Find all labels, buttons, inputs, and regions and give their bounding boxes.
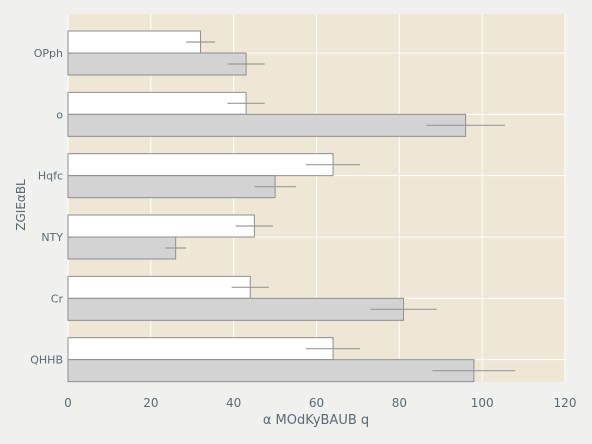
x-tick-label: 100 bbox=[471, 396, 494, 410]
x-tick-label: 120 bbox=[554, 396, 577, 410]
y-axis-label: ZGIEαBL bbox=[14, 179, 28, 231]
x-axis-label: α MOdKyBAUB q bbox=[263, 413, 369, 428]
bar bbox=[67, 175, 276, 199]
y-tick-label: QHHB bbox=[30, 354, 63, 367]
bar bbox=[67, 30, 202, 54]
x-tick-label: 0 bbox=[64, 396, 72, 410]
bar bbox=[67, 52, 247, 76]
bar bbox=[67, 113, 467, 137]
error-bars bbox=[165, 41, 516, 372]
y-tick-label: o bbox=[56, 108, 63, 121]
bar bbox=[67, 153, 334, 177]
bar bbox=[67, 236, 177, 260]
x-tick-label: 20 bbox=[143, 396, 158, 410]
bars bbox=[67, 30, 475, 383]
y-tick-label: Cr bbox=[51, 292, 64, 305]
x-tick-label: 60 bbox=[309, 396, 324, 410]
y-tick-label: Hqfc bbox=[38, 170, 63, 183]
y-axis-ticks: OPph o Hqfc NTY Cr QHHB bbox=[30, 47, 63, 367]
x-tick-label: 40 bbox=[226, 396, 241, 410]
bar bbox=[67, 359, 475, 383]
bar bbox=[67, 297, 404, 321]
bar bbox=[67, 91, 247, 115]
x-tick-label: 80 bbox=[392, 396, 407, 410]
bar bbox=[67, 214, 255, 238]
bar bbox=[67, 275, 251, 299]
y-tick-label: NTY bbox=[41, 231, 63, 244]
x-axis-ticks: 0 20 40 60 80 100 120 bbox=[64, 396, 576, 410]
y-tick-label: OPph bbox=[34, 47, 63, 60]
bar bbox=[67, 337, 334, 361]
